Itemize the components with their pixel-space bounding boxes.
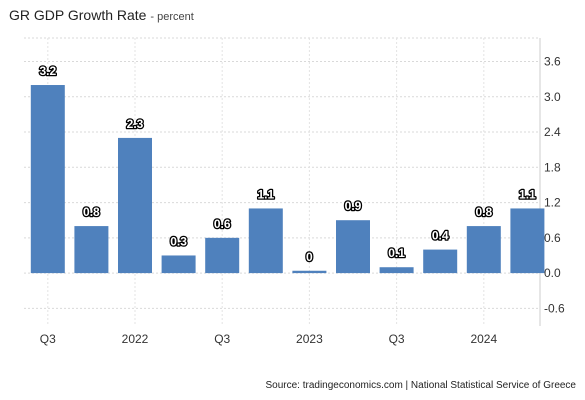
y-tick-label: 3.6: [544, 55, 561, 69]
bar[interactable]: [336, 220, 370, 274]
y-tick-label: 0.0: [544, 266, 561, 280]
chart-title: GR GDP Growth Rate - percent: [9, 7, 194, 23]
bar[interactable]: [248, 208, 283, 274]
chart-title-text: GR GDP Growth Rate: [9, 7, 147, 23]
bar-value-label: 0.8: [475, 205, 492, 219]
bar[interactable]: [292, 270, 327, 274]
bar[interactable]: [118, 137, 152, 274]
bar[interactable]: [30, 85, 65, 274]
y-tick-label: 0.6: [544, 231, 561, 245]
x-tick-label: 2024: [470, 332, 497, 346]
x-tick-label: 2023: [296, 332, 323, 346]
chart-unit-label: percent: [157, 11, 194, 23]
bar-value-label: 0: [306, 250, 313, 264]
y-tick-label: 1.8: [544, 160, 561, 174]
source-attribution: Source: tradingeconomics.com | National …: [265, 380, 576, 391]
bar-value-label: 0.9: [345, 199, 362, 213]
y-tick-label: 1.2: [544, 196, 561, 210]
bar[interactable]: [379, 267, 414, 274]
bar[interactable]: [74, 226, 109, 274]
bar-value-label: 0.8: [83, 205, 100, 219]
x-tick-label: Q3: [214, 332, 230, 346]
y-tick-label: 3.0: [544, 90, 561, 104]
x-tick-label: Q3: [40, 332, 56, 346]
bar-value-label: 0.3: [170, 234, 187, 248]
bar[interactable]: [466, 226, 501, 274]
y-tick-label: 2.4: [544, 125, 561, 139]
bar[interactable]: [161, 255, 196, 274]
y-tick-label: -0.6: [544, 301, 565, 315]
x-tick-label: Q3: [389, 332, 405, 346]
bar-value-label: 0.4: [432, 229, 449, 243]
x-axis-ticks: Q3 2022 Q3 2023 Q3 2024: [40, 332, 498, 346]
y-axis-ticks: -0.6 0.0 0.6 1.2 1.8 2.4 3.0 3.6: [544, 55, 565, 316]
bar-value-label: 1.1: [519, 187, 536, 201]
bar-value-label: 2.3: [127, 117, 144, 131]
data-labels: 3.2 0.8 2.3 0.3 0.6 1.1 0 0.9 0.1 0.4 0.8 1.1: [38, 63, 537, 265]
grid-lines: [24, 37, 541, 326]
bar[interactable]: [205, 237, 240, 274]
bar-series: [30, 85, 545, 274]
x-tick-label: 2022: [122, 332, 149, 346]
bar-value-label: 0.6: [214, 217, 231, 231]
bar-value-label: 1.1: [257, 187, 274, 201]
bar-value-label: 0.1: [388, 246, 405, 260]
bar[interactable]: [510, 208, 545, 274]
bar-value-label: 3.2: [39, 64, 56, 78]
bar[interactable]: [423, 249, 458, 274]
